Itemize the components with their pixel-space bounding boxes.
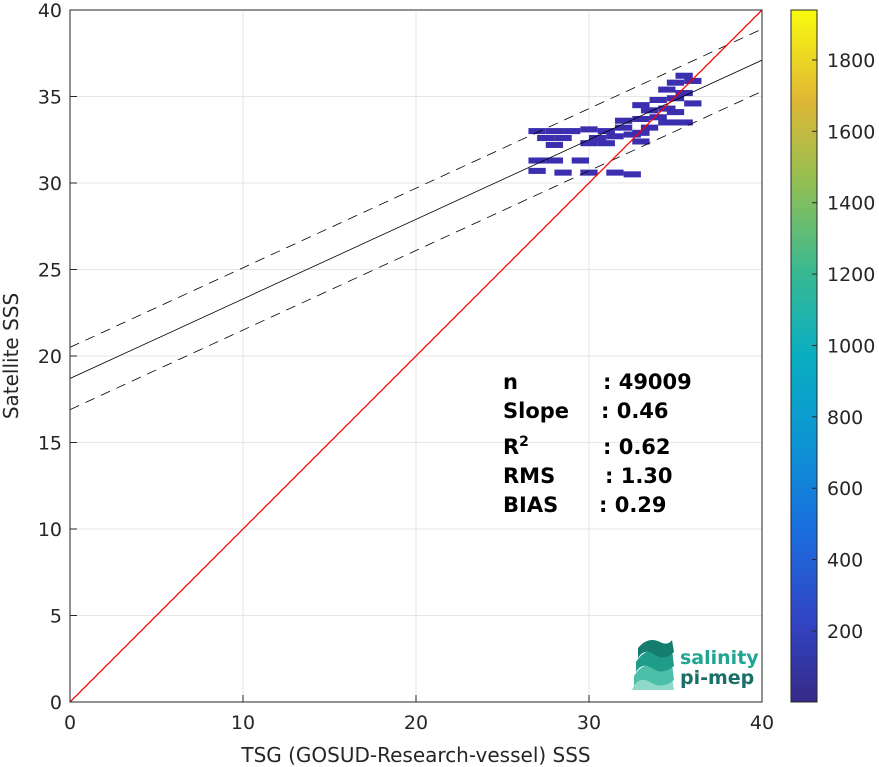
density-cell xyxy=(666,79,685,86)
density-cell xyxy=(632,129,650,136)
x-tick-label: 40 xyxy=(750,712,774,734)
colorbar-tick-label: 1400 xyxy=(827,193,875,215)
y-tick-label: 0 xyxy=(50,692,62,714)
x-tick-label: 30 xyxy=(577,712,601,734)
density-cell xyxy=(684,77,702,84)
stat-value: : 0.46 xyxy=(601,399,669,423)
stat-label: R2 xyxy=(503,434,529,459)
x-tick-label: 0 xyxy=(64,712,76,734)
stat-value: : 0.62 xyxy=(603,435,671,459)
colorbar-tick-label: 1800 xyxy=(827,50,875,72)
density-cell xyxy=(545,141,564,148)
y-tick-label: 5 xyxy=(50,606,62,628)
density-cell xyxy=(589,134,607,142)
identity-line xyxy=(70,10,762,702)
logo-text-pi-mep: pi-mep xyxy=(680,667,754,689)
density-cell xyxy=(554,169,572,176)
stats-box: n : 49009 Slope : 0.46 R2 : 0.62 RMS : 1.30 BIAS… xyxy=(503,370,692,517)
stat-label: Slope xyxy=(503,399,569,423)
stat-label: RMS xyxy=(503,464,555,488)
density-cell xyxy=(649,96,667,103)
stat-value: : 49009 xyxy=(603,370,692,394)
x-axis-label: TSG (GOSUD-Research-vessel) SSS xyxy=(240,743,590,767)
density-cell xyxy=(580,140,598,147)
colorbar-ticks: 200 400 600 800 1000 1200 1400 1600 1800 xyxy=(812,50,875,643)
density-cell xyxy=(571,157,589,164)
upper-bound-line xyxy=(70,28,762,348)
density-cell xyxy=(623,171,641,178)
plot-frame xyxy=(69,9,763,703)
stat-value: : 1.30 xyxy=(605,464,673,488)
density-cell xyxy=(563,128,581,135)
stat-label: n xyxy=(503,370,518,394)
colorbar-tick-label: 1200 xyxy=(827,264,875,286)
colorbar-tick-label: 1600 xyxy=(827,121,875,143)
y-tick-label: 15 xyxy=(38,433,62,455)
density-cell xyxy=(528,128,546,135)
stat-label-superscript: 2 xyxy=(519,434,529,450)
density-cell xyxy=(675,119,693,126)
density-cell xyxy=(597,128,615,135)
colorbar-tick-label: 800 xyxy=(827,407,863,429)
density-cell xyxy=(580,169,598,176)
density-cell xyxy=(649,114,667,121)
y-tick-label: 35 xyxy=(38,87,62,109)
colorbar-tick-label: 1000 xyxy=(827,335,875,357)
density-cell xyxy=(666,109,685,116)
density-cell xyxy=(632,102,650,109)
y-tick-label: 40 xyxy=(38,0,62,22)
x-tick-label: 20 xyxy=(404,712,428,734)
lower-bound-line xyxy=(70,90,762,410)
density-cell xyxy=(666,95,685,102)
x-tick-label: 10 xyxy=(231,712,255,734)
x-tick-labels: 0 10 20 30 40 xyxy=(64,712,774,734)
density-cell xyxy=(597,140,615,147)
regression-line xyxy=(70,59,762,379)
density-cell xyxy=(640,124,659,131)
logo-text-salinity: salinity xyxy=(680,647,759,669)
y-tick-label: 10 xyxy=(38,519,62,541)
density-cell xyxy=(658,86,676,93)
density-cell xyxy=(632,138,650,145)
density-cell xyxy=(675,72,693,79)
density-cell xyxy=(545,128,564,135)
density-cell xyxy=(684,100,702,107)
fit-lines xyxy=(70,10,762,702)
density-cell xyxy=(658,119,676,126)
colorbar-tick-label: 600 xyxy=(827,478,863,500)
density-cells xyxy=(528,72,702,178)
density-cell xyxy=(614,124,633,131)
density-cell xyxy=(545,157,564,164)
y-tick-label: 30 xyxy=(38,173,62,195)
y-tick-labels: 0 5 10 15 20 25 30 35 40 xyxy=(38,0,62,714)
density-cell xyxy=(554,134,572,142)
density-cell xyxy=(675,90,693,97)
density-cell xyxy=(606,133,624,140)
density-cell xyxy=(614,117,633,124)
density-cell xyxy=(528,167,546,174)
density-cell xyxy=(658,105,676,112)
y-tick-label: 25 xyxy=(38,260,62,282)
colorbar-tick-label: 400 xyxy=(827,550,863,572)
stat-value: : 0.29 xyxy=(599,493,667,517)
salinity-pi-mep-logo: salinity pi-mep xyxy=(632,640,759,690)
y-axis-label: Satellite SSS xyxy=(0,293,23,419)
y-tick-label: 20 xyxy=(38,346,62,368)
colorbar-tick-label: 200 xyxy=(827,621,863,643)
stat-label: BIAS xyxy=(503,493,558,517)
colorbar xyxy=(790,9,818,703)
density-cell xyxy=(580,126,598,133)
density-cell xyxy=(537,134,555,142)
density-cell xyxy=(606,169,624,176)
wave-logo-icon xyxy=(632,640,674,690)
density-cell xyxy=(640,107,659,114)
density-cell xyxy=(528,157,546,164)
density-cell xyxy=(632,115,650,123)
